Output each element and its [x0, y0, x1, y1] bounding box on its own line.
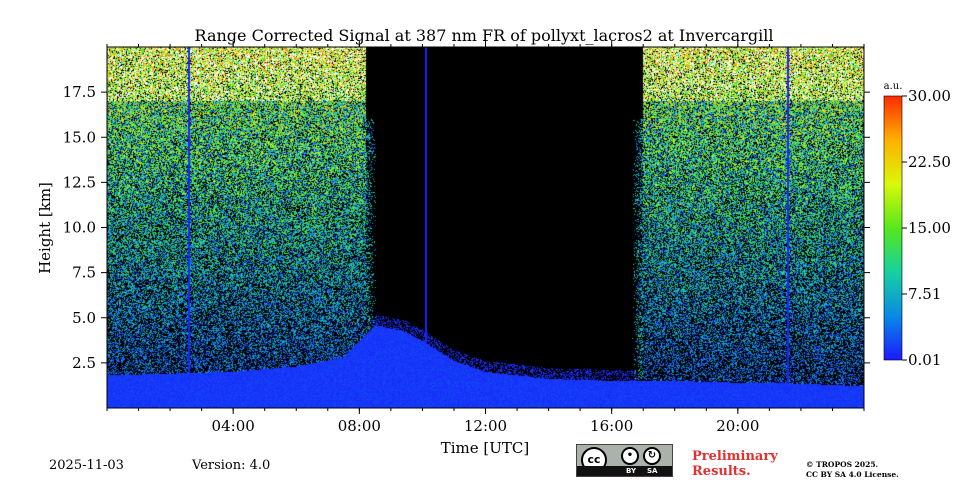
colorbar-tick-label: 15.00: [908, 219, 951, 237]
x-tick-label: 20:00: [716, 417, 759, 435]
x-tick-label: 04:00: [212, 417, 255, 435]
y-tick-label: 5.0: [72, 309, 96, 327]
y-tick-label: 12.5: [63, 173, 96, 191]
chart-title: Range Corrected Signal at 387 nm FR of p…: [195, 26, 774, 45]
cc-sa-text: SA: [647, 467, 658, 475]
preliminary-line-1: Preliminary: [692, 449, 778, 464]
colorbar: [883, 95, 903, 361]
colorbar-ticks: 0.01 7.51 15.00 22.50 30.00: [902, 87, 951, 369]
cc-by-sa-badge: cc • ↻ BY SA: [576, 444, 673, 477]
cc-by-text: BY: [626, 467, 637, 475]
colorbar-tick-label: 30.00: [908, 87, 951, 105]
y-tick-label: 7.5: [72, 264, 96, 282]
preliminary-results-note: Preliminary Results.: [692, 449, 778, 479]
copyright-line: © TROPOS 2025.: [806, 460, 879, 469]
y-axis-label: Height [km]: [36, 182, 54, 274]
version-label: Version: 4.0: [192, 458, 271, 473]
plot-area: [107, 47, 864, 408]
x-tick-label: 08:00: [338, 417, 381, 435]
colorbar-unit-label: a.u.: [884, 81, 903, 92]
license-note: © TROPOS 2025. CC BY SA 4.0 License.: [806, 460, 899, 480]
colorbar-tick-label: 7.51: [908, 285, 941, 303]
x-tick-label: 16:00: [590, 417, 633, 435]
x-tick-label: 12:00: [464, 417, 507, 435]
y-tick-label: 15.0: [63, 128, 96, 146]
x-axis: 04:00 08:00 12:00 16:00 20:00: [106, 41, 865, 435]
preliminary-line-2: Results.: [692, 464, 751, 479]
colorbar-tick-label: 0.01: [908, 351, 941, 369]
attribution-person-icon: •: [621, 447, 639, 465]
colorbar-tick-label: 22.50: [908, 153, 951, 171]
share-alike-icon: ↻: [643, 447, 661, 465]
cc-badge-strip: BY SA: [577, 466, 672, 476]
range-corrected-signal-heatmap: [107, 47, 864, 408]
y-tick-label: 17.5: [63, 83, 96, 101]
license-line: CC BY SA 4.0 License.: [806, 470, 899, 479]
measurement-date: 2025-11-03: [49, 458, 124, 473]
y-tick-label: 10.0: [63, 219, 96, 237]
y-axis: 2.5 5.0 7.5 10.0 12.5 15.0 17.5: [63, 83, 870, 372]
x-axis-label: Time [UTC]: [441, 439, 530, 457]
y-tick-label: 2.5: [72, 354, 96, 372]
